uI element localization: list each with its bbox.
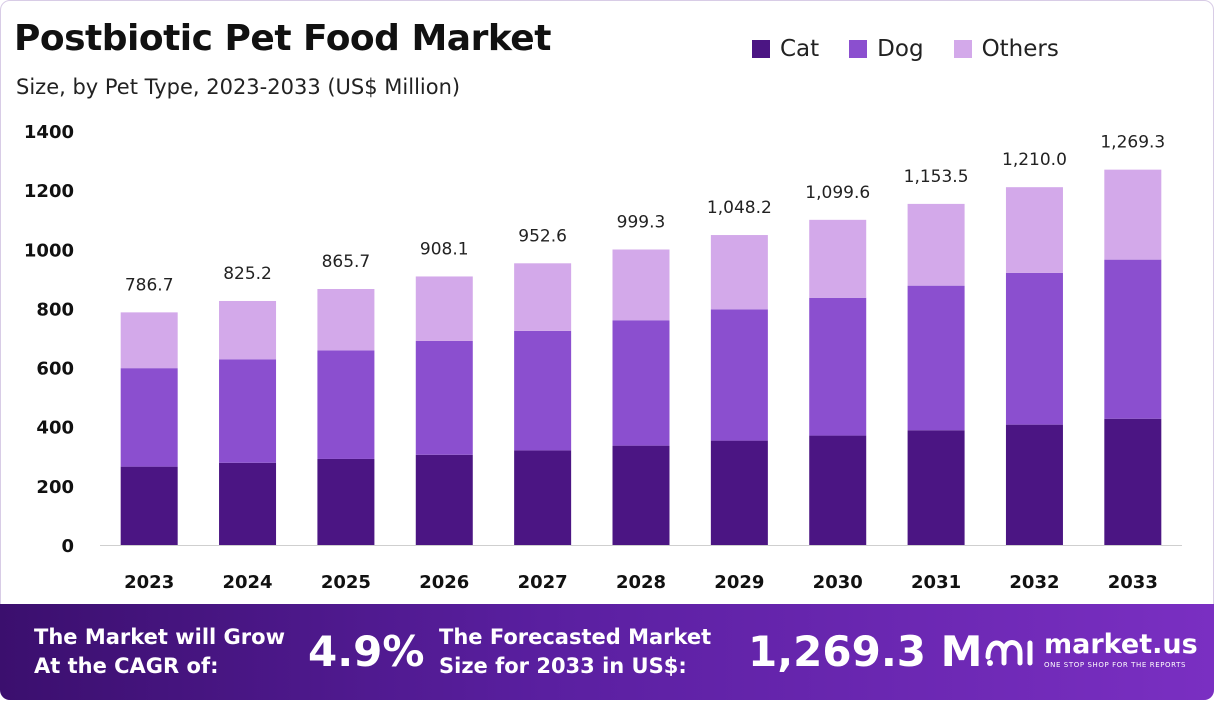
x-tick-label: 2023	[124, 572, 174, 593]
bar-others-2033	[1104, 169, 1162, 260]
forecast-caption-line2: Size for 2033 in US$:	[439, 654, 687, 678]
bar-dog-2023	[120, 368, 178, 467]
total-label: 1,099.6	[805, 183, 870, 203]
bar-others-2025	[317, 289, 375, 351]
y-axis: 0 200 400 600 800 1000 1200 1400	[24, 122, 74, 557]
total-label: 952.6	[518, 226, 567, 246]
bar-cat-2031	[907, 430, 965, 545]
total-label: 999.3	[617, 212, 666, 232]
bar-cat-2028	[612, 445, 670, 545]
x-tick-label: 2024	[222, 572, 272, 593]
forecast-caption: The Forecasted Market Size for 2033 in U…	[439, 623, 711, 681]
bar-dog-2026	[415, 340, 473, 455]
bar-others-2031	[907, 203, 965, 286]
bar-cat-2023	[120, 466, 178, 545]
legend: Cat Dog Others	[752, 36, 1059, 62]
cagr-caption: The Market will Grow At the CAGR of:	[34, 623, 285, 681]
x-tick-label: 2031	[911, 572, 961, 593]
cagr-value: 4.9%	[308, 627, 425, 676]
bar-dog-2025	[317, 350, 375, 459]
legend-swatch-dog	[849, 40, 868, 58]
bar-cat-2029	[710, 440, 768, 545]
y-tick-label: 800	[36, 299, 74, 320]
total-label: 1,153.5	[904, 167, 969, 187]
bar-cat-2033	[1104, 418, 1162, 545]
bar-dog-2032	[1005, 272, 1063, 425]
x-tick-label: 2033	[1108, 572, 1158, 593]
x-tick-label: 2032	[1009, 572, 1059, 593]
bar-others-2029	[710, 235, 768, 310]
bar-dog-2030	[809, 297, 867, 436]
y-tick-label: 1000	[24, 240, 74, 261]
bar-others-2030	[809, 219, 867, 298]
market-us-logo-icon	[985, 640, 1033, 666]
x-tick-label: 2029	[714, 572, 764, 593]
total-label: 908.1	[420, 239, 469, 259]
total-label: 786.7	[125, 275, 174, 295]
y-tick-label: 1400	[24, 122, 74, 143]
legend-item-cat: Cat	[752, 36, 819, 62]
y-tick-label: 200	[36, 477, 74, 498]
x-tick-label: 2030	[813, 572, 863, 593]
total-label: 1,269.3	[1100, 133, 1165, 153]
total-label: 1,210.0	[1002, 150, 1067, 170]
bar-others-2027	[514, 263, 572, 331]
x-axis: 2023 2024 2025 2026 2027 2028 2029 2030 2031 2032…	[100, 545, 1182, 593]
legend-label-others: Others	[981, 36, 1059, 62]
total-label: 825.2	[223, 264, 272, 284]
x-tick-label: 2027	[518, 572, 568, 593]
bar-others-2024	[219, 300, 277, 360]
bar-cat-2024	[219, 462, 277, 545]
legend-swatch-others	[953, 40, 972, 58]
brand-tagline: ONE STOP SHOP FOR THE REPORTS	[1044, 661, 1187, 669]
bar-others-2026	[415, 276, 473, 341]
chart-subtitle: Size, by Pet Type, 2023-2033 (US$ Millio…	[16, 75, 461, 99]
cagr-caption-line1: The Market will Grow	[34, 625, 285, 649]
bar-dog-2033	[1104, 259, 1162, 419]
brand-text: market.us ONE STOP SHOP FOR THE REPORTS	[1044, 630, 1198, 670]
chart-title: Postbiotic Pet Food Market	[14, 18, 551, 59]
forecast-value: 1,269.3 M	[748, 627, 983, 676]
cagr-caption-line2: At the CAGR of:	[34, 654, 219, 678]
bar-dog-2027	[514, 330, 572, 451]
y-tick-label: 1200	[24, 181, 74, 202]
x-tick-label: 2025	[321, 572, 371, 593]
forecast-caption-line1: The Forecasted Market	[439, 625, 712, 649]
total-labels: 786.7 825.2 865.7 908.1 952.6 999.3 1,048.2 1,0…	[125, 133, 1165, 296]
bar-cat-2032	[1005, 424, 1063, 545]
total-label: 865.7	[322, 252, 371, 272]
brand: market.us ONE STOP SHOP FOR THE REPORTS	[984, 630, 1198, 670]
bar-others-2023	[120, 312, 178, 369]
bar-cat-2025	[317, 458, 375, 545]
y-tick-label: 600	[36, 359, 74, 380]
brand-name: market.us	[1044, 629, 1198, 660]
bars	[120, 169, 1162, 545]
bar-cat-2026	[415, 454, 473, 545]
bar-others-2028	[612, 249, 670, 321]
bar-cat-2027	[514, 450, 572, 545]
legend-label-dog: Dog	[877, 36, 924, 62]
bar-dog-2028	[612, 320, 670, 446]
y-tick-label: 0	[61, 536, 74, 557]
bar-dog-2031	[907, 285, 965, 431]
legend-item-others: Others	[953, 36, 1059, 62]
legend-item-dog: Dog	[849, 36, 924, 62]
y-tick-label: 400	[36, 418, 74, 439]
bar-others-2032	[1005, 187, 1063, 273]
legend-swatch-cat	[752, 40, 770, 58]
total-label: 1,048.2	[707, 198, 772, 218]
legend-label-cat: Cat	[780, 36, 820, 62]
bar-dog-2029	[710, 309, 768, 441]
x-tick-label: 2026	[419, 572, 469, 593]
bar-cat-2030	[809, 435, 867, 545]
footer-banner: The Market will Grow At the CAGR of: 4.9…	[0, 604, 1214, 700]
bar-dog-2024	[219, 359, 277, 463]
x-tick-label: 2028	[616, 572, 666, 593]
